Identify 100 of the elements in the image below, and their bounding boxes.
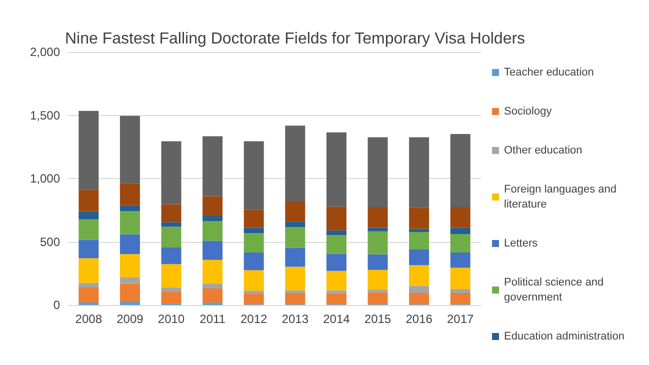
bar — [409, 137, 430, 208]
bar — [244, 290, 264, 294]
legend-label: Teacher education — [504, 66, 594, 78]
bar — [161, 264, 182, 288]
bar — [202, 240, 223, 260]
bar — [450, 228, 470, 234]
bar — [120, 284, 140, 302]
bar — [161, 287, 182, 292]
bar — [368, 270, 388, 290]
x-tick-label: 2009 — [116, 312, 144, 326]
bar — [161, 292, 182, 304]
bar — [285, 266, 306, 290]
bar — [244, 228, 264, 234]
legend-label: Foreign languages and literature — [504, 184, 620, 210]
bar — [326, 206, 346, 230]
bar — [285, 292, 306, 304]
bar — [409, 265, 430, 286]
bar — [120, 183, 140, 206]
bar — [409, 249, 430, 266]
bar — [244, 270, 264, 291]
bar — [120, 302, 140, 305]
bar — [120, 116, 140, 184]
bar — [326, 270, 346, 290]
x-tick-label: 2011 — [200, 312, 226, 326]
x-tick-label: 2015 — [364, 312, 392, 326]
bar — [202, 136, 223, 196]
bar — [161, 204, 182, 222]
bar — [78, 110, 99, 190]
bar — [409, 292, 430, 304]
legend-label: Political science and government — [504, 276, 607, 304]
bar — [244, 294, 264, 304]
x-tick-label: 2008 — [75, 312, 102, 326]
bar — [326, 235, 346, 254]
y-tick-label: 0 — [53, 298, 60, 312]
bar — [244, 141, 264, 210]
bar — [326, 230, 346, 236]
bar — [120, 254, 140, 278]
legend-label: Education administration — [504, 330, 624, 342]
legend-label: Letters — [504, 238, 538, 250]
y-tick-label: 2,000 — [30, 45, 60, 59]
bar — [78, 211, 99, 220]
bar — [120, 234, 140, 254]
bar — [409, 232, 430, 250]
legend-label: Other education — [504, 144, 582, 156]
bar — [450, 206, 470, 228]
bar — [78, 288, 99, 302]
bar — [202, 260, 223, 284]
bar — [120, 277, 140, 284]
bar — [409, 208, 430, 229]
x-tick-label: 2017 — [447, 312, 474, 326]
bar — [285, 248, 306, 267]
bar — [368, 290, 388, 292]
bar — [450, 252, 470, 268]
bar — [285, 202, 306, 222]
bar — [326, 254, 346, 271]
x-tick-label: 2010 — [158, 312, 185, 326]
x-tick-label: 2014 — [323, 312, 350, 326]
bar — [285, 290, 306, 293]
bar — [78, 258, 99, 283]
y-tick-label: 1,500 — [30, 108, 60, 122]
bar — [244, 210, 264, 228]
legend-label: Sociology — [504, 106, 552, 118]
x-tick-label: 2012 — [240, 312, 268, 326]
bar — [368, 292, 388, 304]
bar — [161, 226, 182, 248]
chart-title: Nine Fastest Falling Doctorate Fields for Temporary Visa Holders — [65, 30, 526, 48]
bar — [78, 190, 99, 212]
y-tick-label: 1,000 — [30, 172, 60, 186]
bar — [409, 228, 430, 232]
bar — [285, 226, 306, 248]
bar — [202, 284, 223, 289]
bar — [368, 231, 388, 254]
y-tick-label: 500 — [40, 234, 60, 249]
bar — [161, 141, 182, 204]
bar — [450, 234, 470, 253]
bar — [244, 233, 264, 253]
bar — [202, 288, 223, 303]
bar — [450, 134, 470, 207]
bar — [368, 254, 388, 270]
bar — [244, 252, 264, 270]
bar — [409, 286, 430, 293]
x-tick-label: 2016 — [406, 312, 433, 326]
bar — [368, 137, 388, 207]
bar — [368, 206, 388, 228]
bar — [161, 247, 182, 264]
bar — [78, 219, 99, 240]
bar — [450, 288, 470, 293]
bar — [450, 268, 470, 289]
bar — [120, 205, 140, 212]
bar — [202, 196, 223, 216]
bar — [326, 132, 346, 207]
bar — [450, 292, 470, 304]
bar — [78, 240, 99, 258]
bar — [202, 216, 223, 222]
bar — [285, 126, 306, 202]
bar — [285, 222, 306, 227]
bar — [368, 228, 388, 232]
x-tick-label: 2013 — [282, 312, 309, 326]
bar — [120, 211, 140, 234]
bar — [78, 282, 99, 288]
